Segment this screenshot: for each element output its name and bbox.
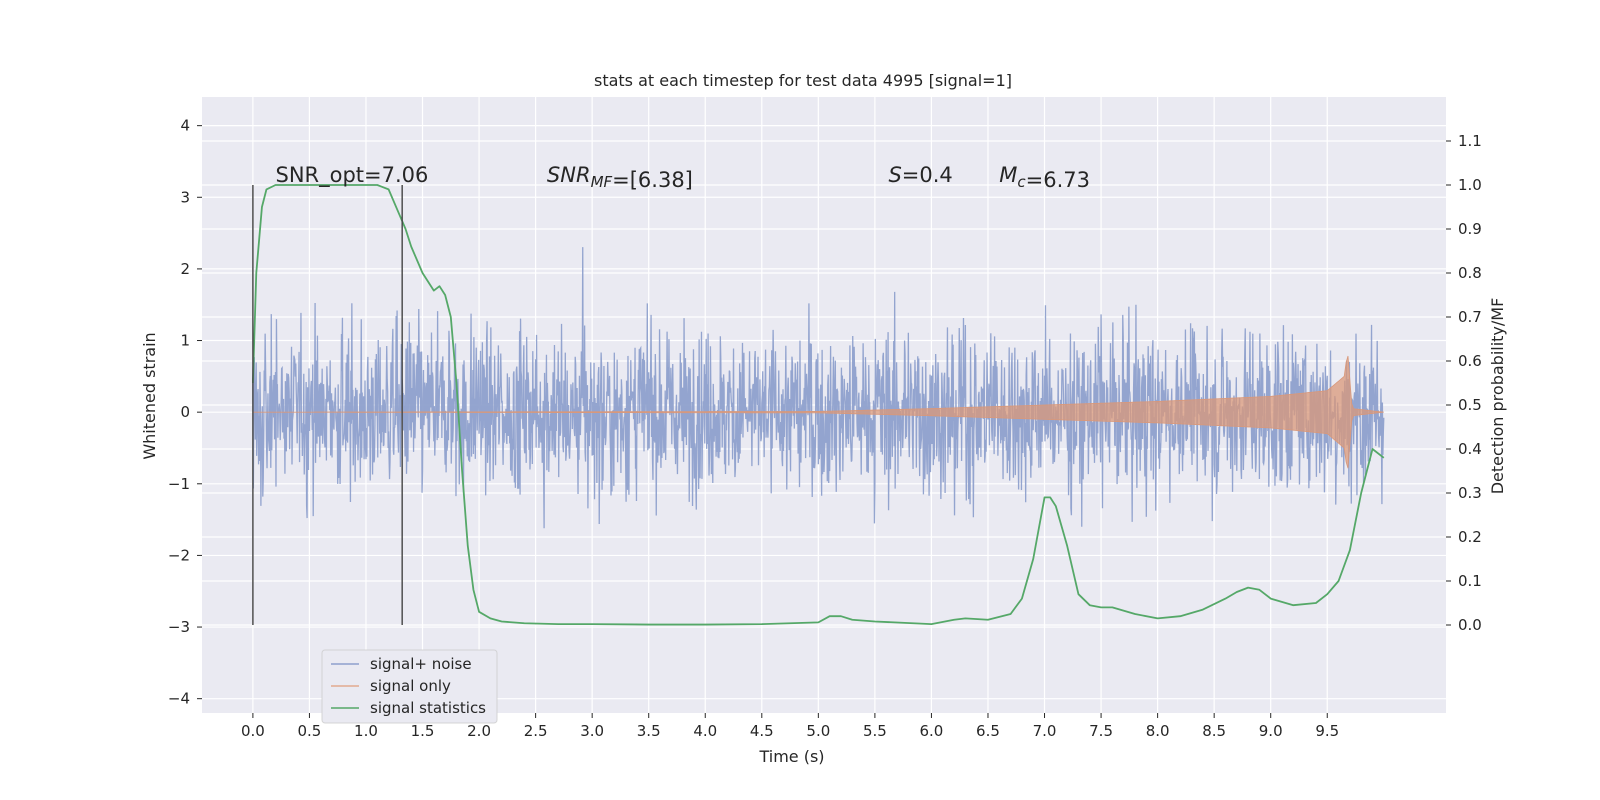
x-tick-label: 3.0 [580, 722, 604, 740]
x-tick-label: 3.5 [637, 722, 661, 740]
x-tick-label: 0.5 [298, 722, 322, 740]
y2-tick-label: 0.5 [1458, 396, 1482, 414]
legend-label-signal-noise: signal+ noise [370, 655, 472, 673]
x-tick-label: 9.5 [1315, 722, 1339, 740]
y-tick-label: 1 [180, 332, 190, 350]
x-tick-label: 2.0 [467, 722, 491, 740]
y-tick-label: 2 [180, 260, 190, 278]
x-tick-label: 8.0 [1146, 722, 1170, 740]
x-tick-label: 6.0 [920, 722, 944, 740]
y2-tick-label: 0.3 [1458, 484, 1482, 502]
series-signal-noise [252, 247, 1385, 529]
x-tick-label: 5.5 [863, 722, 887, 740]
x-tick-label: 0.0 [241, 722, 265, 740]
legend-label-signal-only: signal only [370, 677, 451, 695]
annotations: SNR_opt=7.06 SNRMF=[6.38] S=0.4 Mc=6.73 [276, 163, 1091, 192]
x-tick-label: 1.0 [354, 722, 378, 740]
y-tick-label: 4 [180, 117, 190, 135]
y-axis-ticks: −4 −3 −2 −1 0 1 2 3 4 [168, 117, 202, 708]
y2-tick-label: 0.1 [1458, 572, 1482, 590]
y2-tick-label: 0.0 [1458, 616, 1482, 634]
annotation-s-stat: S=0.4 [888, 163, 952, 187]
y2-tick-label: 0.7 [1458, 308, 1482, 326]
x-tick-label: 1.5 [411, 722, 435, 740]
x-axis-ticks: 0.0 0.5 1.0 1.5 2.0 2.5 3.0 3.5 4.0 4.5 5.0 5.5 6.0 6… [241, 713, 1339, 740]
y2-tick-label: 0.9 [1458, 220, 1482, 238]
data-layer [251, 184, 1385, 626]
y2-axis-ticks: 0.0 0.1 0.2 0.3 0.4 0.5 0.6 0.7 0.8 0.9 1.0 1.1 [1446, 132, 1482, 634]
legend-label-signal-statistics: signal statistics [370, 699, 486, 717]
x-tick-label: 7.0 [1033, 722, 1057, 740]
x-tick-label: 9.0 [1259, 722, 1283, 740]
annotation-mc-stat: Mc=6.73 [999, 163, 1090, 192]
y-tick-label: 3 [180, 188, 190, 206]
x-axis-label: Time (s) [758, 747, 824, 766]
y-tick-label: −1 [168, 475, 190, 493]
x-tick-label: 5.0 [806, 722, 830, 740]
legend: signal+ noise signal only signal statist… [321, 649, 498, 724]
x-tick-label: 6.5 [976, 722, 1000, 740]
x-tick-label: 2.5 [524, 722, 548, 740]
y2-tick-label: 0.8 [1458, 264, 1482, 282]
legend-box [321, 649, 498, 724]
series-signal-only [252, 355, 1384, 469]
y2-axis-label: Detection probability/MF [1488, 298, 1507, 495]
y2-tick-label: 0.2 [1458, 528, 1482, 546]
chart-title: stats at each timestep for test data 499… [594, 71, 1012, 90]
y2-tick-label: 1.1 [1458, 132, 1482, 150]
x-tick-label: 4.0 [693, 722, 717, 740]
y2-tick-label: 0.4 [1458, 440, 1482, 458]
x-tick-label: 8.5 [1202, 722, 1226, 740]
series-signal-statistics [251, 184, 1385, 626]
x-tick-label: 4.5 [750, 722, 774, 740]
annotation-snr-opt: SNR_opt=7.06 [276, 163, 429, 188]
y-tick-label: 0 [180, 403, 190, 421]
x-tick-label: 7.5 [1089, 722, 1113, 740]
y-tick-label: −4 [168, 690, 190, 708]
annotation-snr-mf: SNRMF=[6.38] [547, 163, 693, 192]
y-axis-label: Whitened strain [140, 332, 159, 459]
y-tick-label: −2 [168, 546, 190, 564]
y2-tick-label: 1.0 [1458, 176, 1482, 194]
y2-tick-label: 0.6 [1458, 352, 1482, 370]
y-tick-label: −3 [168, 618, 190, 636]
